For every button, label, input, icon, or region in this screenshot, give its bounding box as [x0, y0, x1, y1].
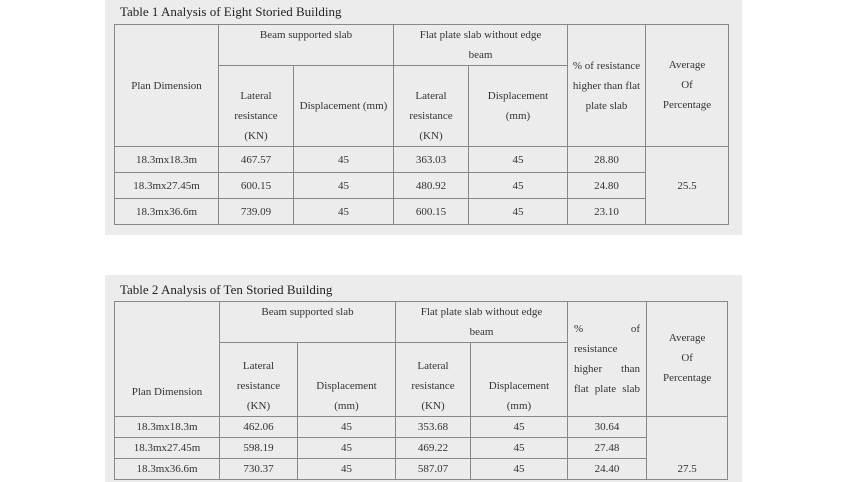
cell-average: 25.5 — [645, 146, 729, 225]
header-beam-supported-slab: Beam supported slab — [219, 301, 396, 343]
header-beam-lateral-resistance: Lateral resistance (KN) — [218, 65, 294, 147]
table-row: 18.3mx36.6m 739.09 45 600.15 45 23.10 — [114, 198, 729, 225]
table-row: 18.3mx36.6m 730.37 45 587.07 45 24.40 — [114, 458, 728, 480]
table-2: Plan Dimension Beam supported slab Flat … — [114, 301, 729, 480]
cell-percent: 23.10 — [567, 198, 646, 225]
cell-beam-lateral: 600.15 — [218, 172, 294, 199]
cell-beam-lateral: 730.37 — [219, 458, 298, 480]
table-row: 18.3mx18.3m 462.06 45 353.68 45 30.64 27… — [114, 416, 729, 480]
header-flat-displacement: Displacement (mm) — [470, 342, 568, 417]
table-1-title: Table 1 Analysis of Eight Storied Buildi… — [120, 4, 342, 19]
table-2-title: Table 2 Analysis of Ten Storied Building — [120, 282, 333, 297]
cell-percent: 28.80 — [567, 146, 646, 173]
cell-flat-disp: 45 — [468, 198, 568, 225]
cell-flat-disp: 45 — [470, 437, 568, 459]
cell-beam-lateral: 598.19 — [219, 437, 298, 459]
header-beam-displacement: Displacement (mm) — [297, 342, 396, 417]
cell-beam-disp: 45 — [297, 416, 396, 438]
cell-percent: 30.64 — [567, 416, 647, 438]
cell-flat-lateral: 469.22 — [395, 437, 471, 459]
header-flat-displacement: Displacement (mm) — [468, 65, 568, 147]
cell-beam-lateral: 462.06 — [219, 416, 298, 438]
cell-plan: 18.3mx27.45m — [114, 172, 219, 199]
cell-flat-lateral: 587.07 — [395, 458, 471, 480]
cell-flat-lateral: 363.03 — [393, 146, 469, 173]
cell-beam-disp: 45 — [293, 198, 394, 225]
header-flat-plate-slab: Flat plate slab without edge beam — [393, 24, 568, 66]
cell-beam-disp: 45 — [297, 437, 396, 459]
cell-plan: 18.3mx18.3m — [114, 146, 219, 173]
table-row: 18.3mx27.45m 600.15 45 480.92 45 24.80 — [114, 172, 729, 199]
table-row: 18.3mx18.3m 467.57 45 363.03 45 28.80 25… — [114, 146, 729, 225]
cell-flat-disp: 45 — [468, 146, 568, 173]
cell-flat-lateral: 480.92 — [393, 172, 469, 199]
cell-flat-disp: 45 — [468, 172, 568, 199]
header-flat-lateral-resistance: Lateral resistance (KN) — [395, 342, 471, 417]
cell-plan: 18.3mx18.3m — [114, 416, 220, 438]
table-row: 18.3mx27.45m 598.19 45 469.22 45 27.48 — [114, 437, 728, 459]
header-beam-displacement: Displacement (mm) — [293, 65, 394, 147]
cell-flat-lateral: 353.68 — [395, 416, 471, 438]
cell-average: 27.5 — [645, 416, 729, 480]
header-flat-plate-slab: Flat plate slab without edge beam — [395, 301, 568, 343]
header-beam-supported-slab: Beam supported slab — [218, 24, 394, 66]
cell-percent: 24.40 — [567, 458, 647, 480]
header-percent-higher: % of resistance higher than flat plate s… — [567, 301, 647, 417]
cell-percent: 24.80 — [567, 172, 646, 199]
cell-flat-lateral: 600.15 — [393, 198, 469, 225]
cell-plan: 18.3mx36.6m — [114, 198, 219, 225]
cell-beam-disp: 45 — [293, 172, 394, 199]
header-plan-dimension: Plan Dimension — [114, 24, 219, 147]
cell-beam-lateral: 467.57 — [218, 146, 294, 173]
cell-percent: 27.48 — [567, 437, 647, 459]
header-average-percentage: Average Of Percentage — [645, 24, 729, 147]
cell-plan: 18.3mx36.6m — [114, 458, 220, 480]
cell-plan: 18.3mx27.45m — [114, 437, 220, 459]
header-flat-lateral-resistance: Lateral resistance (KN) — [393, 65, 469, 147]
cell-beam-disp: 45 — [297, 458, 396, 480]
header-percent-higher: % of resistance higher than flat plate s… — [567, 24, 646, 147]
cell-beam-lateral: 739.09 — [218, 198, 294, 225]
table-2-panel: Table 2 Analysis of Ten Storied Building… — [105, 275, 742, 482]
table-1: Plan Dimension Beam supported slab Flat … — [114, 24, 729, 225]
header-plan-dimension: Plan Dimension — [114, 301, 220, 417]
cell-flat-disp: 45 — [470, 416, 568, 438]
table-1-panel: Table 1 Analysis of Eight Storied Buildi… — [105, 0, 742, 235]
cell-beam-disp: 45 — [293, 146, 394, 173]
cell-flat-disp: 45 — [470, 458, 568, 480]
header-average-percentage: Average Of Percentage — [645, 301, 729, 417]
header-beam-lateral-resistance: Lateral resistance (KN) — [219, 342, 298, 417]
